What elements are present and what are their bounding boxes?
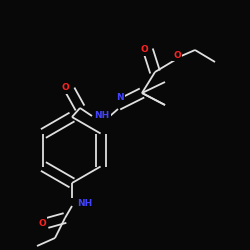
Text: NH: NH <box>94 112 110 120</box>
Text: N: N <box>116 94 124 102</box>
Text: O: O <box>61 84 69 92</box>
Text: O: O <box>173 50 181 59</box>
Text: O: O <box>140 46 148 54</box>
Text: O: O <box>38 218 46 228</box>
Text: NH: NH <box>78 198 92 207</box>
